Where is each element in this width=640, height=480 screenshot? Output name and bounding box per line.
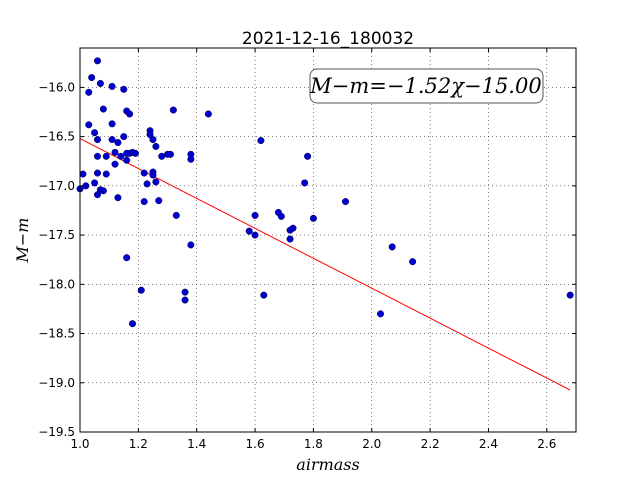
y-tick-label: −17.0 xyxy=(38,179,75,193)
data-point xyxy=(149,171,157,179)
data-point xyxy=(85,121,93,129)
data-point xyxy=(260,291,268,299)
x-tick-label: 2.6 xyxy=(537,437,556,451)
x-tick-labels: 1.0 1.2 1.4 1.6 1.8 2.0 2.2 2.4 2.6 xyxy=(70,437,556,451)
fit-annotation: M−m=−1.52χ−15.00 xyxy=(309,68,544,104)
x-axis-label: airmass xyxy=(296,455,359,474)
data-point xyxy=(120,85,128,93)
x-tick-label: 1.8 xyxy=(304,437,323,451)
data-point xyxy=(102,170,110,178)
y-tick-label: −16.5 xyxy=(38,130,75,144)
data-point xyxy=(102,152,110,160)
data-point xyxy=(181,288,189,296)
data-point xyxy=(111,160,119,168)
y-axis-label: M−m xyxy=(13,218,32,264)
data-point xyxy=(166,150,174,158)
y-tick-label: −16.0 xyxy=(38,80,75,94)
data-point xyxy=(79,170,87,178)
data-point xyxy=(277,212,285,220)
data-point xyxy=(108,82,116,90)
data-point xyxy=(120,133,128,141)
data-point xyxy=(123,254,131,262)
data-point xyxy=(99,187,107,195)
data-point xyxy=(111,148,119,156)
data-point xyxy=(304,152,312,160)
x-tick-label: 1.0 xyxy=(70,437,89,451)
data-point xyxy=(155,197,163,205)
data-point xyxy=(181,296,189,304)
data-point xyxy=(94,57,102,65)
data-point xyxy=(169,106,177,114)
x-tick-label: 1.2 xyxy=(129,437,148,451)
data-point xyxy=(91,179,99,187)
x-tick-label: 2.2 xyxy=(421,437,440,451)
data-point xyxy=(114,139,122,147)
x-tick-label: 1.6 xyxy=(246,437,265,451)
data-point xyxy=(123,149,131,157)
data-point xyxy=(409,258,417,266)
data-point xyxy=(251,211,259,219)
data-point xyxy=(117,152,125,160)
data-point xyxy=(309,214,317,222)
data-point xyxy=(91,129,99,137)
data-point xyxy=(566,291,574,299)
data-point xyxy=(377,310,385,318)
data-point xyxy=(245,227,253,235)
axis-ticks xyxy=(79,48,576,433)
x-tick-label: 2.4 xyxy=(479,437,498,451)
y-tick-labels: −19.5 −19.0 −18.5 −18.0 −17.5 −17.0 −16.5 −16.0 xyxy=(38,80,75,439)
y-tick-label: −18.5 xyxy=(38,327,75,341)
y-tick-label: −18.0 xyxy=(38,277,75,291)
data-point xyxy=(342,198,350,206)
data-point xyxy=(108,120,116,128)
y-tick-label: −17.5 xyxy=(38,228,75,242)
data-point xyxy=(251,231,259,239)
data-point xyxy=(143,180,151,188)
data-point xyxy=(108,136,116,144)
data-point xyxy=(96,79,104,87)
annotation-box xyxy=(309,68,544,104)
data-point xyxy=(149,136,157,144)
chart-title: 2021-12-16_180032 xyxy=(242,29,414,49)
x-tick-label: 1.4 xyxy=(187,437,206,451)
plot-frame xyxy=(79,47,577,433)
data-point xyxy=(204,110,212,118)
fit-line xyxy=(79,138,571,391)
data-point xyxy=(94,136,102,144)
data-point xyxy=(126,110,134,118)
data-point xyxy=(137,286,145,294)
data-point xyxy=(129,320,137,328)
data-point xyxy=(152,142,160,150)
plot-area xyxy=(80,48,576,432)
x-tick-label: 2.0 xyxy=(362,437,381,451)
data-point xyxy=(388,243,396,251)
data-point xyxy=(114,194,122,202)
data-point xyxy=(301,179,309,187)
data-point xyxy=(140,169,148,177)
data-point xyxy=(82,182,90,190)
data-point xyxy=(99,105,107,113)
y-tick-label: −19.5 xyxy=(38,425,75,439)
grid-lines xyxy=(79,48,576,433)
data-point xyxy=(257,137,265,145)
y-tick-label: −19.0 xyxy=(38,376,75,390)
data-point xyxy=(85,88,93,96)
data-point xyxy=(289,224,297,232)
data-points xyxy=(76,57,574,328)
annotation-text: M−m=−1.52χ−15.00 xyxy=(309,74,541,98)
data-point xyxy=(94,152,102,160)
data-point xyxy=(187,241,195,249)
data-point xyxy=(152,178,160,186)
data-point xyxy=(187,155,195,163)
data-point xyxy=(94,169,102,177)
data-point xyxy=(172,211,180,219)
data-point xyxy=(140,198,148,206)
data-point xyxy=(158,152,166,160)
data-point xyxy=(286,235,294,243)
data-point xyxy=(88,74,96,82)
data-point xyxy=(131,149,139,157)
data-point xyxy=(123,156,131,164)
